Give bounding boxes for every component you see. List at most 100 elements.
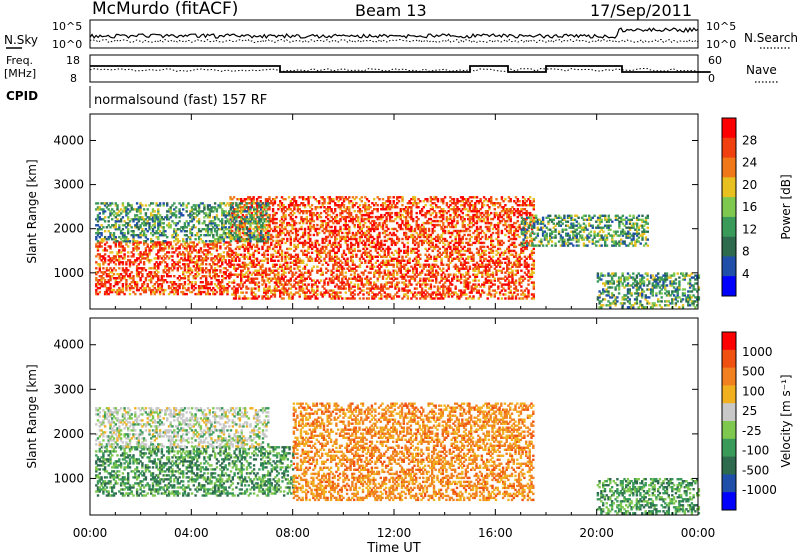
heatmap-cell xyxy=(284,241,287,245)
heatmap-cell xyxy=(452,273,456,276)
heatmap-cell xyxy=(468,237,472,241)
heatmap-cell xyxy=(158,245,162,248)
heatmap-cell xyxy=(490,259,493,262)
heatmap-cell xyxy=(215,241,219,244)
heatmap-cell xyxy=(339,237,342,241)
heatmap-cell xyxy=(365,287,369,290)
heatmap-cell xyxy=(495,223,498,227)
heatmap-cell xyxy=(323,227,326,231)
heatmap-cell xyxy=(275,217,278,221)
heatmap-cell xyxy=(344,259,347,262)
heatmap-cell xyxy=(148,271,151,274)
heatmap-cell xyxy=(451,233,454,237)
heatmap-cell xyxy=(95,283,98,286)
heatmap-cell xyxy=(413,202,417,205)
heatmap-cell xyxy=(474,204,477,207)
heatmap-cell xyxy=(530,237,534,241)
heatmap-cell xyxy=(264,283,268,286)
heatmap-cell xyxy=(294,235,298,239)
heatmap-cell xyxy=(300,241,303,245)
heatmap-cell xyxy=(362,289,365,292)
heatmap-cell xyxy=(518,223,521,227)
heatmap-cell xyxy=(339,291,342,294)
heatmap-cell xyxy=(461,291,464,294)
heatmap-cell xyxy=(513,255,516,258)
heatmap-cell xyxy=(523,289,527,292)
heatmap-cell xyxy=(146,275,149,278)
heatmap-cell xyxy=(289,279,292,282)
heatmap-cell xyxy=(369,287,372,290)
freq-right-tick-top: 60 xyxy=(708,54,722,67)
heatmap-cell xyxy=(118,245,121,248)
heatmap-cell xyxy=(302,275,305,278)
heatmap-cell xyxy=(332,249,335,253)
heatmap-cell xyxy=(346,263,349,266)
heatmap-cell xyxy=(358,237,362,241)
heatmap-cell xyxy=(323,283,326,286)
heatmap-cell xyxy=(387,271,390,274)
heatmap-cell xyxy=(518,204,521,207)
heatmap-cell xyxy=(433,210,436,213)
heatmap-cell xyxy=(232,211,236,215)
heatmap-cell xyxy=(205,275,208,278)
heatmap-cell xyxy=(447,267,450,270)
heatmap-cell xyxy=(298,204,301,207)
heatmap-cell xyxy=(364,259,367,262)
heatmap-cell xyxy=(298,275,301,278)
heatmap-cell xyxy=(291,295,294,298)
heatmap-cell xyxy=(137,267,140,270)
heatmap-cell xyxy=(95,271,98,274)
heatmap-cell xyxy=(353,263,356,266)
heatmap-cell xyxy=(339,295,342,298)
heatmap-cell xyxy=(413,295,417,298)
heatmap-cell xyxy=(491,204,495,207)
heatmap-cell xyxy=(415,297,418,300)
heatmap-cell xyxy=(160,283,164,286)
heatmap-cell xyxy=(171,283,174,286)
heatmap-cell xyxy=(302,291,305,294)
heatmap-cell xyxy=(273,293,277,296)
heatmap-cell xyxy=(481,202,484,205)
heatmap-cell xyxy=(452,277,456,280)
heatmap-cell xyxy=(264,200,268,203)
heatmap-cell xyxy=(491,289,495,292)
heatmap-cell xyxy=(162,269,165,272)
heatmap-cell xyxy=(475,208,479,211)
heatmap-cell xyxy=(341,231,344,235)
heatmap-cell xyxy=(442,227,445,231)
heatmap-cell xyxy=(305,210,308,213)
heatmap-cell xyxy=(291,255,294,258)
heatmap-cell xyxy=(135,281,139,284)
heatmap-cell xyxy=(254,269,257,272)
heatmap-cell xyxy=(105,292,109,296)
heatmap-cell xyxy=(135,271,139,274)
heatmap-cell xyxy=(404,269,408,272)
heatmap-cell xyxy=(326,263,330,266)
heatmap-cell xyxy=(518,235,521,239)
heatmap-cell xyxy=(365,253,369,256)
heatmap-cell xyxy=(532,208,535,211)
heatmap-cell xyxy=(289,229,292,233)
heatmap-cell xyxy=(351,249,355,253)
heatmap-cell xyxy=(247,196,250,199)
heatmap-cell xyxy=(380,271,383,274)
heatmap-cell xyxy=(142,267,146,270)
heatmap-cell xyxy=(427,243,431,247)
heatmap-cell xyxy=(367,281,371,284)
heatmap-cell xyxy=(275,233,278,237)
heatmap-cell xyxy=(280,283,284,286)
heatmap-cell xyxy=(410,275,413,278)
heatmap-cell xyxy=(303,206,307,209)
heatmap-cell xyxy=(507,245,511,249)
heatmap-cell xyxy=(95,218,98,221)
heatmap-cell xyxy=(365,225,369,229)
heatmap-cell xyxy=(420,243,424,247)
heatmap-cell xyxy=(148,259,151,262)
heatmap-cell xyxy=(257,295,261,298)
heatmap-cell xyxy=(98,245,101,248)
heatmap-cell xyxy=(243,253,246,256)
heatmap-cell xyxy=(266,277,269,280)
heatmap-cell xyxy=(257,196,261,199)
heatmap-cell xyxy=(497,206,500,209)
heatmap-cell xyxy=(371,241,374,245)
